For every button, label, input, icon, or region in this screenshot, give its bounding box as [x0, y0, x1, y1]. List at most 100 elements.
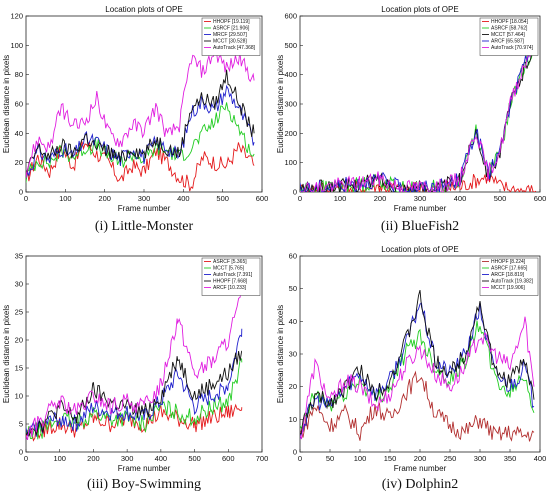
y-tick-label: 120 [10, 12, 23, 21]
y-tick-label: 50 [289, 284, 297, 293]
y-tick-label: 10 [289, 415, 297, 424]
y-tick-label: 20 [15, 336, 23, 345]
y-tick-label: 60 [289, 252, 297, 261]
x-tick-label: 50 [326, 454, 334, 463]
x-tick-label: 150 [384, 454, 397, 463]
legend-label: MCCT [5.765] [213, 266, 245, 272]
legend-label: AutoTrack [19.382] [491, 279, 534, 285]
y-tick-label: 100 [10, 41, 23, 50]
x-tick-label: 350 [504, 454, 517, 463]
legend-label: ASRCF [21.906] [213, 26, 250, 32]
legend-label: MCCT [30.528] [213, 39, 247, 45]
x-tick-label: 300 [474, 454, 487, 463]
x-tick-label: 600 [256, 194, 269, 203]
x-tick-label: 500 [216, 194, 229, 203]
series-line-1 [300, 370, 535, 442]
legend-label: HHOPF [19.119] [213, 19, 250, 25]
chart-title: Location plots of OPE [381, 245, 458, 254]
y-tick-label: 80 [15, 70, 23, 79]
series-line-3 [26, 328, 243, 437]
series-line-3 [26, 84, 255, 179]
y-tick-label: 600 [284, 12, 297, 21]
series-line-4 [26, 350, 243, 437]
legend-label: ARCF [65.587] [491, 39, 525, 45]
series-line-2 [300, 320, 535, 430]
legend-label: ASRCF [5.365] [213, 259, 247, 265]
legend-label: HHOPF [7.668] [213, 279, 248, 285]
x-axis-label: Frame number [394, 464, 447, 473]
legend-box [479, 257, 539, 296]
legend-label: AutoTrack [47.368] [213, 45, 256, 51]
y-tick-label: 300 [284, 100, 297, 109]
y-tick-label: 10 [15, 392, 23, 401]
chart-caption: (ii) BlueFish2 [381, 219, 459, 234]
x-tick-label: 200 [374, 194, 387, 203]
series-line-1 [26, 403, 243, 442]
y-tick-label: 5 [19, 420, 23, 429]
x-axis-label: Frame number [118, 464, 171, 473]
x-tick-label: 0 [24, 194, 28, 203]
chart-panel-1: 0 100 200 300 400 500 600 0 20 40 60 80 100 120 Frame … [2, 5, 268, 234]
x-tick-label: 200 [87, 454, 100, 463]
x-tick-label: 0 [24, 454, 28, 463]
legend-label: MCCT [19.906] [491, 285, 525, 291]
series-line-2 [26, 102, 255, 183]
legend-label: HHOPF [8.224] [491, 259, 526, 265]
series-line-4 [300, 30, 537, 192]
chart-title: Location plots of OPE [105, 5, 182, 14]
legend-box [201, 17, 261, 56]
x-tick-label: 500 [494, 194, 507, 203]
legend-label: MCCT [57.464] [491, 32, 525, 38]
series-line-5 [26, 288, 243, 441]
y-tick-label: 15 [15, 364, 23, 373]
x-tick-label: 0 [298, 194, 302, 203]
x-tick-label: 600 [534, 194, 547, 203]
y-tick-label: 500 [284, 41, 297, 50]
x-tick-label: 200 [98, 194, 111, 203]
x-tick-label: 0 [298, 454, 302, 463]
x-tick-label: 100 [334, 194, 347, 203]
legend-label: AutoTrack [70.974] [491, 45, 534, 51]
x-tick-label: 400 [177, 194, 190, 203]
x-axis-label: Frame number [118, 204, 171, 213]
legend-box [479, 17, 539, 56]
y-tick-label: 35 [15, 252, 23, 261]
y-tick-label: 0 [293, 188, 297, 197]
chart-panel-2: 0 100 200 300 400 500 600 0 100 200 300 400 500 600 Fr… [276, 5, 546, 234]
x-tick-label: 700 [256, 454, 269, 463]
x-tick-label: 100 [354, 454, 367, 463]
x-tick-label: 400 [155, 454, 168, 463]
y-tick-label: 20 [289, 382, 297, 391]
y-tick-label: 0 [293, 448, 297, 457]
y-tick-label: 60 [15, 100, 23, 109]
series-line-4 [26, 69, 255, 173]
legend-label: ARCF [18.819] [491, 272, 525, 278]
x-tick-label: 300 [121, 454, 134, 463]
x-tick-label: 250 [444, 454, 457, 463]
y-tick-label: 40 [289, 317, 297, 326]
y-tick-label: 0 [19, 448, 23, 457]
legend-label: ASRCF [17.665] [491, 266, 528, 272]
x-tick-label: 200 [414, 454, 427, 463]
series-line-5 [300, 316, 535, 440]
chart-panel-4: 0 50 100 150 200 250 300 350 400 0 10 20 30 40 50 60 Fra… [276, 245, 546, 492]
series-line-5 [300, 33, 537, 192]
legend-label: AutoTrack [7.391] [213, 272, 253, 278]
x-tick-label: 400 [454, 194, 467, 203]
legend-box [201, 257, 261, 296]
y-tick-label: 30 [289, 350, 297, 359]
x-tick-label: 600 [222, 454, 235, 463]
legend-label: HHOPF [18.054] [491, 19, 529, 25]
chart-caption: (iv) Dolphin2 [382, 477, 459, 492]
y-axis-label: Euclidean distance in pixels [2, 305, 11, 403]
y-tick-label: 100 [284, 158, 297, 167]
y-axis-label: Euclidean distance in pixels [2, 55, 11, 153]
y-tick-label: 20 [15, 158, 23, 167]
x-tick-label: 300 [138, 194, 151, 203]
y-tick-label: 200 [284, 129, 297, 138]
y-tick-label: 400 [284, 70, 297, 79]
y-tick-label: 25 [15, 308, 23, 317]
x-tick-label: 500 [188, 454, 201, 463]
legend-label: ARCF [10.233] [213, 285, 247, 291]
